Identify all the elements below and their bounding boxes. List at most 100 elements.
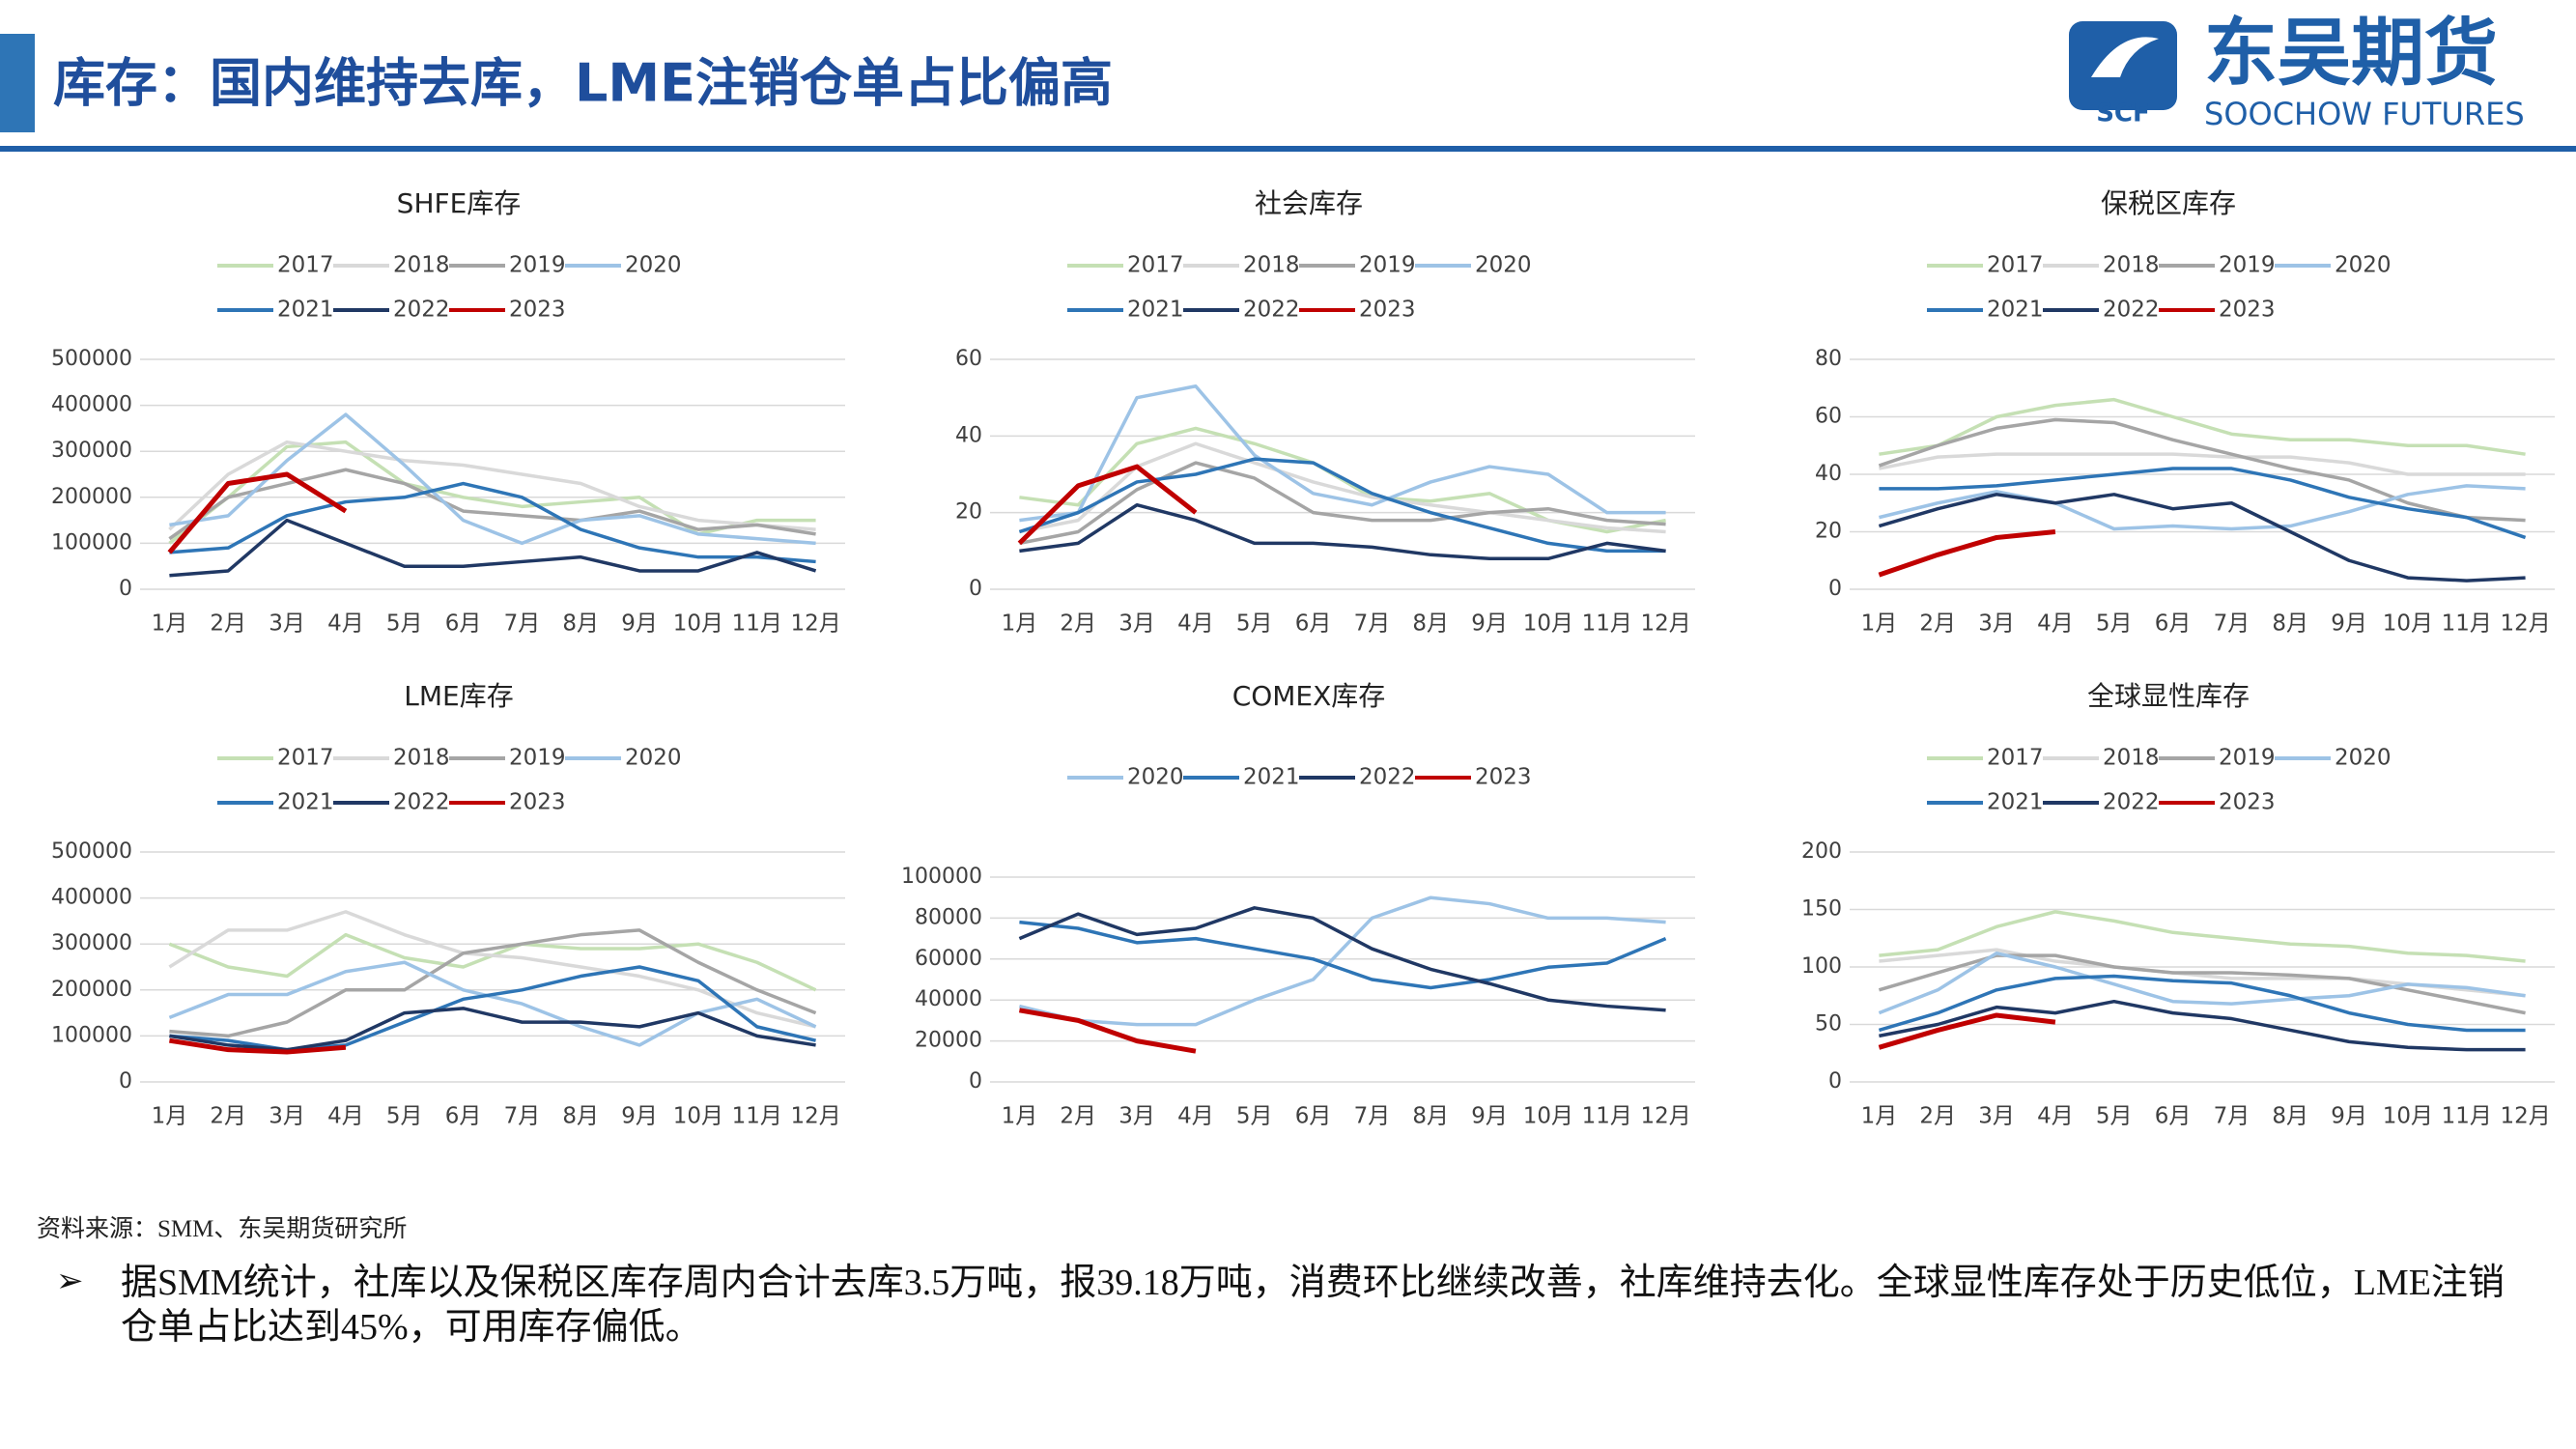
x-tick-label: 12月: [790, 611, 840, 637]
chart-title: LME库存: [404, 680, 513, 712]
y-tick-label: 80: [1815, 347, 1842, 371]
series-line: [168, 910, 816, 1029]
header-rule: [0, 146, 2576, 152]
logo-en: SOOCHOW FUTURES: [2204, 96, 2525, 132]
x-tick-label: 7月: [504, 1104, 541, 1129]
y-tick-label: 500000: [51, 839, 132, 864]
x-tick-label: 7月: [1354, 611, 1391, 637]
legend-label: 2018: [393, 253, 450, 278]
y-tick-label: 200: [1801, 839, 1842, 864]
bullet-icon: ➢: [56, 1262, 84, 1300]
x-tick-label: 1月: [1861, 1104, 1898, 1129]
x-tick-label: 4月: [1177, 611, 1214, 637]
x-tick-label: 8月: [1412, 1104, 1449, 1129]
x-tick-label: 1月: [1002, 1104, 1038, 1129]
x-tick-label: 3月: [1118, 611, 1155, 637]
x-tick-label: 6月: [1295, 611, 1332, 637]
x-tick-label: 7月: [2214, 1104, 2250, 1129]
x-tick-label: 1月: [152, 611, 188, 637]
x-tick-label: 10月: [1523, 1104, 1573, 1129]
x-tick-label: 7月: [2214, 611, 2250, 637]
chart-title: 保税区库存: [2101, 187, 2236, 219]
legend-label: 2020: [1475, 253, 1532, 278]
x-tick-label: 3月: [1978, 1104, 2015, 1129]
y-tick-label: 20: [955, 500, 982, 525]
x-tick-label: 2月: [210, 1104, 246, 1129]
x-tick-label: 11月: [2442, 1104, 2492, 1129]
y-tick-label: 100000: [51, 530, 132, 554]
y-tick-label: 20: [1815, 520, 1842, 544]
chart: 社会库存 2017 2018 2019 2020 2021 2022 2023 0 20 40 60 1…: [955, 187, 1695, 637]
x-tick-label: 9月: [1471, 1104, 1508, 1129]
x-tick-label: 8月: [2272, 1104, 2308, 1129]
series-line: [1018, 1008, 1197, 1054]
legend-label: 2021: [1243, 765, 1300, 790]
x-tick-label: 2月: [210, 611, 246, 637]
x-tick-label: 2月: [1060, 1104, 1096, 1129]
x-tick-label: 10月: [1523, 611, 1573, 637]
chart-title: 社会库存: [1255, 187, 1363, 219]
x-tick-label: 6月: [2155, 611, 2192, 637]
x-tick-label: 3月: [269, 1104, 305, 1129]
y-tick-label: 0: [1828, 1069, 1842, 1094]
legend-label: 2020: [625, 746, 682, 771]
y-tick-label: 0: [119, 577, 132, 601]
legend-label: 2023: [1475, 765, 1532, 790]
legend-label: 2022: [1243, 298, 1300, 323]
x-tick-label: 10月: [673, 611, 723, 637]
x-tick-label: 4月: [1177, 1104, 1214, 1129]
logo-swirl: [2091, 37, 2159, 77]
legend-label: 2023: [509, 298, 566, 323]
y-tick-label: 400000: [51, 393, 132, 417]
legend-label: 2018: [1243, 253, 1300, 278]
x-tick-label: 11月: [732, 611, 782, 637]
x-tick-label: 10月: [2383, 611, 2433, 637]
x-tick-label: 1月: [152, 1104, 188, 1129]
chart-title: SHFE库存: [397, 187, 522, 219]
series-line: [1878, 417, 2526, 523]
title-marker: [0, 34, 35, 132]
series-line: [1878, 974, 2526, 1033]
y-tick-label: 150: [1801, 897, 1842, 922]
series-line: [168, 960, 817, 1047]
y-tick-label: 80000: [915, 905, 982, 929]
legend-label: 2020: [2335, 746, 2392, 771]
y-tick-label: 200000: [51, 978, 132, 1002]
legend-label: 2023: [2219, 298, 2276, 323]
series-line: [1019, 461, 1666, 546]
chart: 全球显性库存 2017 2018 2019 2020 2021 2022 2023 0 50 100…: [1801, 680, 2555, 1129]
source-note: 资料来源：SMM、东吴期货研究所: [37, 1216, 408, 1242]
legend-label: 2019: [2219, 746, 2276, 771]
x-tick-label: 4月: [2037, 611, 2074, 637]
x-tick-label: 12月: [2500, 1104, 2550, 1129]
legend-label: 2019: [1359, 253, 1416, 278]
legend-label: 2021: [1987, 298, 2044, 323]
legend-label: 2017: [1987, 253, 2044, 278]
y-tick-label: 40: [955, 423, 982, 447]
x-tick-label: 5月: [386, 611, 423, 637]
x-tick-label: 9月: [621, 611, 658, 637]
legend-label: 2019: [2219, 253, 2276, 278]
x-tick-label: 11月: [2442, 611, 2492, 637]
series-line: [1879, 397, 2526, 456]
legend-label: 2022: [393, 790, 450, 815]
x-tick-label: 12月: [2500, 611, 2550, 637]
legend-label: 2018: [2103, 746, 2160, 771]
x-tick-label: 7月: [504, 611, 541, 637]
chart-title: 全球显性库存: [2087, 680, 2250, 712]
series-line: [1879, 467, 2527, 540]
legend-label: 2017: [277, 746, 334, 771]
x-tick-label: 3月: [1978, 611, 2015, 637]
series-line: [1019, 895, 1666, 1027]
legend-label: 2023: [509, 790, 566, 815]
legend-label: 2021: [1987, 790, 2044, 815]
y-tick-label: 60: [955, 347, 982, 371]
chart: SHFE库存 2017 2018 2019 2020 2021 2022 2023 0 10000…: [51, 187, 845, 637]
chart: 保税区库存 2017 2018 2019 2020 2021 2022 2023 0 20 40 60…: [1815, 187, 2555, 637]
legend-label: 2019: [509, 746, 566, 771]
legend-label: 2018: [393, 746, 450, 771]
x-tick-label: 5月: [2096, 611, 2133, 637]
series-line: [1017, 464, 1198, 546]
